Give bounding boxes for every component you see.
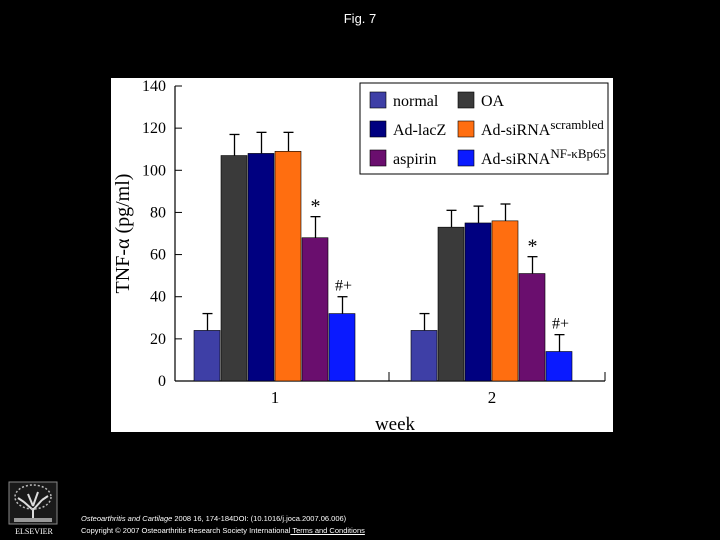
- significance-annotation: *: [311, 196, 321, 218]
- bar: [247, 153, 275, 382]
- legend-swatch: [457, 120, 475, 138]
- legend-swatch: [369, 149, 387, 167]
- bar: [491, 220, 519, 382]
- chart-panel: 0 20 40 60 80 100 120 140 TNF-α (pg/ml) * #+ 1 * #+ 2 w…: [111, 78, 613, 432]
- y-tick-label: 140: [142, 78, 166, 95]
- legend-swatch: [369, 120, 387, 138]
- publisher-name: ELSEVIER: [15, 527, 53, 536]
- legend-swatch: [457, 91, 475, 109]
- x-tick-label: 2: [488, 388, 497, 407]
- bar: [193, 330, 221, 382]
- bar: [301, 237, 329, 382]
- bar: [437, 226, 465, 382]
- x-axis-label: week: [375, 414, 416, 432]
- significance-annotation: *: [528, 236, 538, 258]
- y-axis-label: TNF-α (pg/ml): [112, 174, 134, 294]
- legend-label-superscript: scrambled: [550, 117, 604, 132]
- bar: [220, 155, 248, 382]
- bar: [545, 351, 573, 382]
- y-tick-label: 100: [142, 162, 166, 179]
- y-tick-label: 20: [150, 331, 166, 348]
- significance-annotation: #+: [552, 316, 569, 333]
- elsevier-logo-icon: ELSEVIER: [8, 481, 58, 536]
- significance-annotation: #+: [335, 278, 352, 295]
- legend-label: Ad-siRNAscrambled: [481, 117, 604, 139]
- copyright-text: Copyright © 2007 Osteoarthritis Research…: [81, 526, 291, 535]
- legend-label-superscript: NF-κBp65: [550, 146, 606, 161]
- figure-title: Fig. 7: [343, 11, 377, 26]
- y-tick-label: 80: [150, 204, 166, 221]
- legend-label-name: Ad-lacZ: [393, 122, 446, 139]
- legend-label: normal: [393, 93, 439, 110]
- legend-label-name: normal: [393, 93, 439, 110]
- bar-chart: 0 20 40 60 80 100 120 140 TNF-α (pg/ml) * #+ 1 * #+ 2 w…: [112, 78, 609, 432]
- citation-block: Osteoarthritis and Cartilage 2008 16, 17…: [81, 513, 365, 537]
- y-tick-label: 0: [158, 373, 166, 390]
- legend-box: [359, 82, 609, 175]
- legend-label-name: Ad-siRNA: [481, 122, 551, 139]
- y-tick-label: 40: [150, 289, 166, 306]
- terms-link[interactable]: Terms and Conditions: [290, 526, 365, 535]
- bar: [518, 273, 546, 382]
- bar: [410, 330, 438, 382]
- citation-text: 2008 16, 174-184DOI: (10.1016/j.joca.200…: [172, 514, 347, 523]
- legend-label-name: aspirin: [393, 151, 437, 168]
- legend-swatch: [369, 91, 387, 109]
- legend-label: OA: [481, 93, 505, 110]
- bar: [274, 151, 302, 382]
- y-axis-label-unit: (pg/ml): [112, 174, 134, 234]
- legend-label-name: Ad-siRNA: [481, 151, 551, 168]
- legend-swatch: [457, 149, 475, 167]
- legend-label-name: OA: [481, 93, 505, 110]
- legend-label: aspirin: [393, 151, 437, 168]
- copyright-line: Copyright © 2007 Osteoarthritis Research…: [81, 525, 365, 537]
- citation-line: Osteoarthritis and Cartilage 2008 16, 17…: [81, 513, 365, 525]
- y-tick-label: 60: [150, 247, 166, 264]
- x-tick-label: 1: [271, 388, 280, 407]
- journal-name: Osteoarthritis and Cartilage: [81, 514, 173, 523]
- y-axis-label-quantity: TNF-α: [112, 234, 134, 294]
- legend-label: Ad-siRNANF-κBp65: [481, 146, 606, 168]
- bar: [328, 313, 356, 382]
- y-tick-label: 120: [142, 120, 166, 137]
- bar: [464, 222, 492, 382]
- footer: ELSEVIER Osteoarthritis and Cartilage 20…: [0, 475, 720, 540]
- legend-label: Ad-lacZ: [393, 122, 446, 139]
